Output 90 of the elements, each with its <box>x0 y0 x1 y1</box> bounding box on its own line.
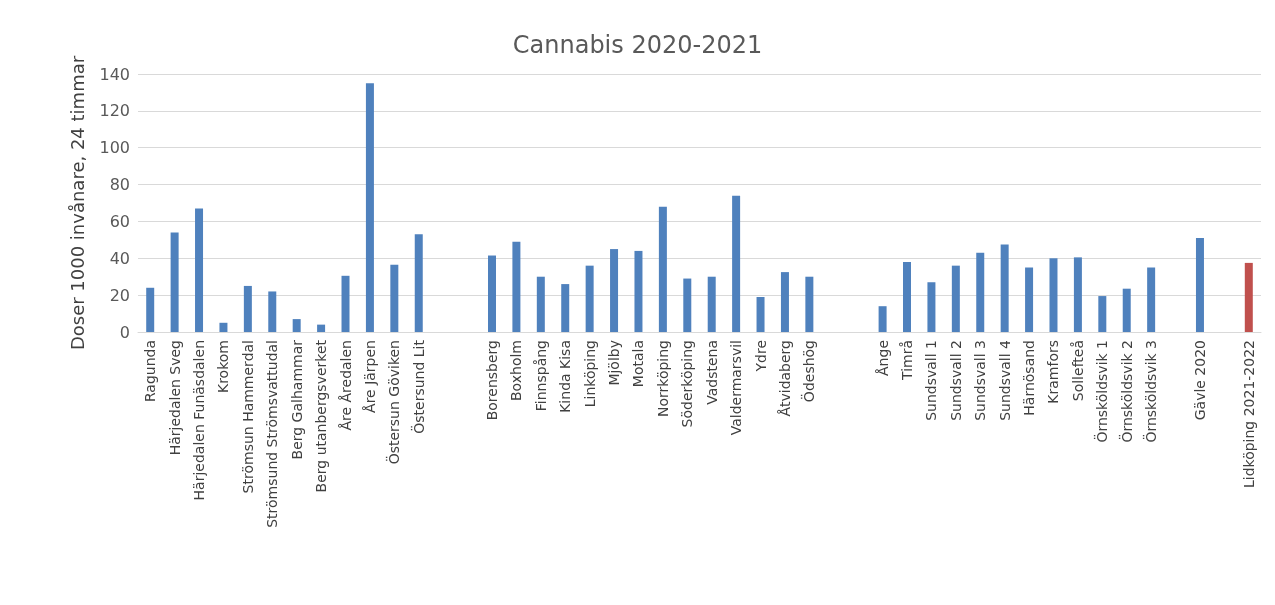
bar <box>1147 267 1156 332</box>
bar <box>634 250 643 332</box>
x-tick-label: Timrå <box>899 340 916 381</box>
bar <box>195 208 204 332</box>
bar <box>1098 296 1107 332</box>
x-tick-label: Ånge <box>874 340 891 376</box>
bar <box>1122 288 1131 332</box>
bar <box>756 296 765 332</box>
y-tick-label: 80 <box>109 175 130 195</box>
x-tick-label: Ödeshög <box>800 340 818 403</box>
bar <box>536 276 545 332</box>
x-tick-label: Ydre <box>752 340 769 373</box>
bar <box>707 276 716 332</box>
bar <box>780 272 789 332</box>
bar <box>1025 267 1034 332</box>
bar <box>610 249 619 332</box>
x-tick-label: Östersund Lit <box>409 339 427 434</box>
y-tick-label: 60 <box>109 211 130 231</box>
bar <box>683 278 692 332</box>
bar <box>658 206 667 332</box>
bar <box>317 324 326 332</box>
x-tick-label: Härjedalen Sveg <box>166 340 183 456</box>
chart-title: Cannabis 2020-2021 <box>512 31 763 59</box>
x-tick-label: Sundsvall 1 <box>923 340 940 421</box>
x-tick-label: Valdermarsvil <box>728 340 745 436</box>
x-tick-label: Finnspång <box>532 340 549 412</box>
x-tick-label: Norrköping <box>654 340 671 418</box>
x-tick-label: Sundsvall 3 <box>972 340 989 421</box>
x-tick-label: Örnsköldsvik 1 <box>1093 340 1111 443</box>
bar <box>561 284 570 332</box>
bar <box>487 255 496 332</box>
x-tick-label: Berg utanbergsverket <box>313 339 330 493</box>
x-tick-label: Örnsköldsvik 3 <box>1142 340 1160 443</box>
bar <box>341 275 350 332</box>
x-tick-label: Sollefteå <box>1069 340 1086 402</box>
x-tick-label: Berg Galhammar <box>288 339 305 460</box>
bar <box>1195 238 1204 332</box>
x-tick-label: Boxholm <box>508 340 525 401</box>
bar <box>1000 244 1009 332</box>
x-tick-label: Mjölby <box>606 340 623 386</box>
x-tick-label: Örnsköldsvik 2 <box>1117 340 1135 443</box>
x-tick-label: Kinda Kisa <box>557 340 574 413</box>
x-tick-label: Borensberg <box>483 340 500 421</box>
bar <box>805 276 814 332</box>
x-tick-label: Ragunda <box>142 340 159 403</box>
x-tick-label: Sundsvall 2 <box>947 340 964 421</box>
x-tick-label: Åre Järpen <box>361 340 378 413</box>
x-tick-label: Lidköping 2021-2022 <box>1240 340 1257 489</box>
x-tick-label: Sundsvall 4 <box>996 339 1013 421</box>
bar <box>512 241 521 332</box>
bar <box>927 282 936 332</box>
bar <box>732 195 741 332</box>
bar <box>170 232 179 332</box>
bar <box>292 319 301 332</box>
x-tick-label: Åre Åredalen <box>337 340 354 431</box>
y-tick-label: 140 <box>99 64 130 84</box>
x-tick-label: Strömsund Strömsvattudal <box>264 340 281 528</box>
bar <box>1049 258 1058 332</box>
x-tick-label: Kramfors <box>1045 340 1062 404</box>
bar <box>951 265 960 332</box>
y-tick-label: 40 <box>109 248 130 268</box>
x-tick-label: Östersun Göviken <box>385 340 403 465</box>
bar <box>268 291 277 332</box>
x-tick-label: Åtvidaberg <box>776 340 793 417</box>
x-tick-label: Härjedalen Funäsdalen <box>191 340 208 501</box>
bar <box>1073 257 1082 332</box>
y-tick-label: 100 <box>99 138 130 158</box>
bar <box>243 285 252 332</box>
x-tick-label: Söderköping <box>679 340 696 428</box>
x-tick-label: Vadstena <box>703 340 720 405</box>
y-axis-title: Doser 1000 invånare, 24 timmar <box>66 55 88 351</box>
bar <box>414 234 423 332</box>
bar <box>585 265 594 332</box>
bar <box>146 287 155 332</box>
bar <box>903 261 912 332</box>
x-tick-label: Gävle 2020 <box>1191 340 1208 421</box>
x-tick-label: Strömsun Hammerdal <box>239 340 256 494</box>
x-tick-label: Härnösand <box>1021 340 1038 416</box>
bar <box>365 83 374 332</box>
x-tick-label: Krokom <box>215 340 232 394</box>
y-tick-label: 0 <box>119 322 130 342</box>
bar <box>390 264 399 332</box>
y-tick-label: 120 <box>99 101 130 121</box>
bar <box>1244 262 1253 332</box>
x-tick-label: Motala <box>630 340 647 388</box>
bar <box>219 322 228 332</box>
bar <box>878 306 887 332</box>
bar <box>976 252 985 332</box>
x-tick-label: Linköping <box>581 340 598 408</box>
y-tick-label: 20 <box>109 285 130 305</box>
